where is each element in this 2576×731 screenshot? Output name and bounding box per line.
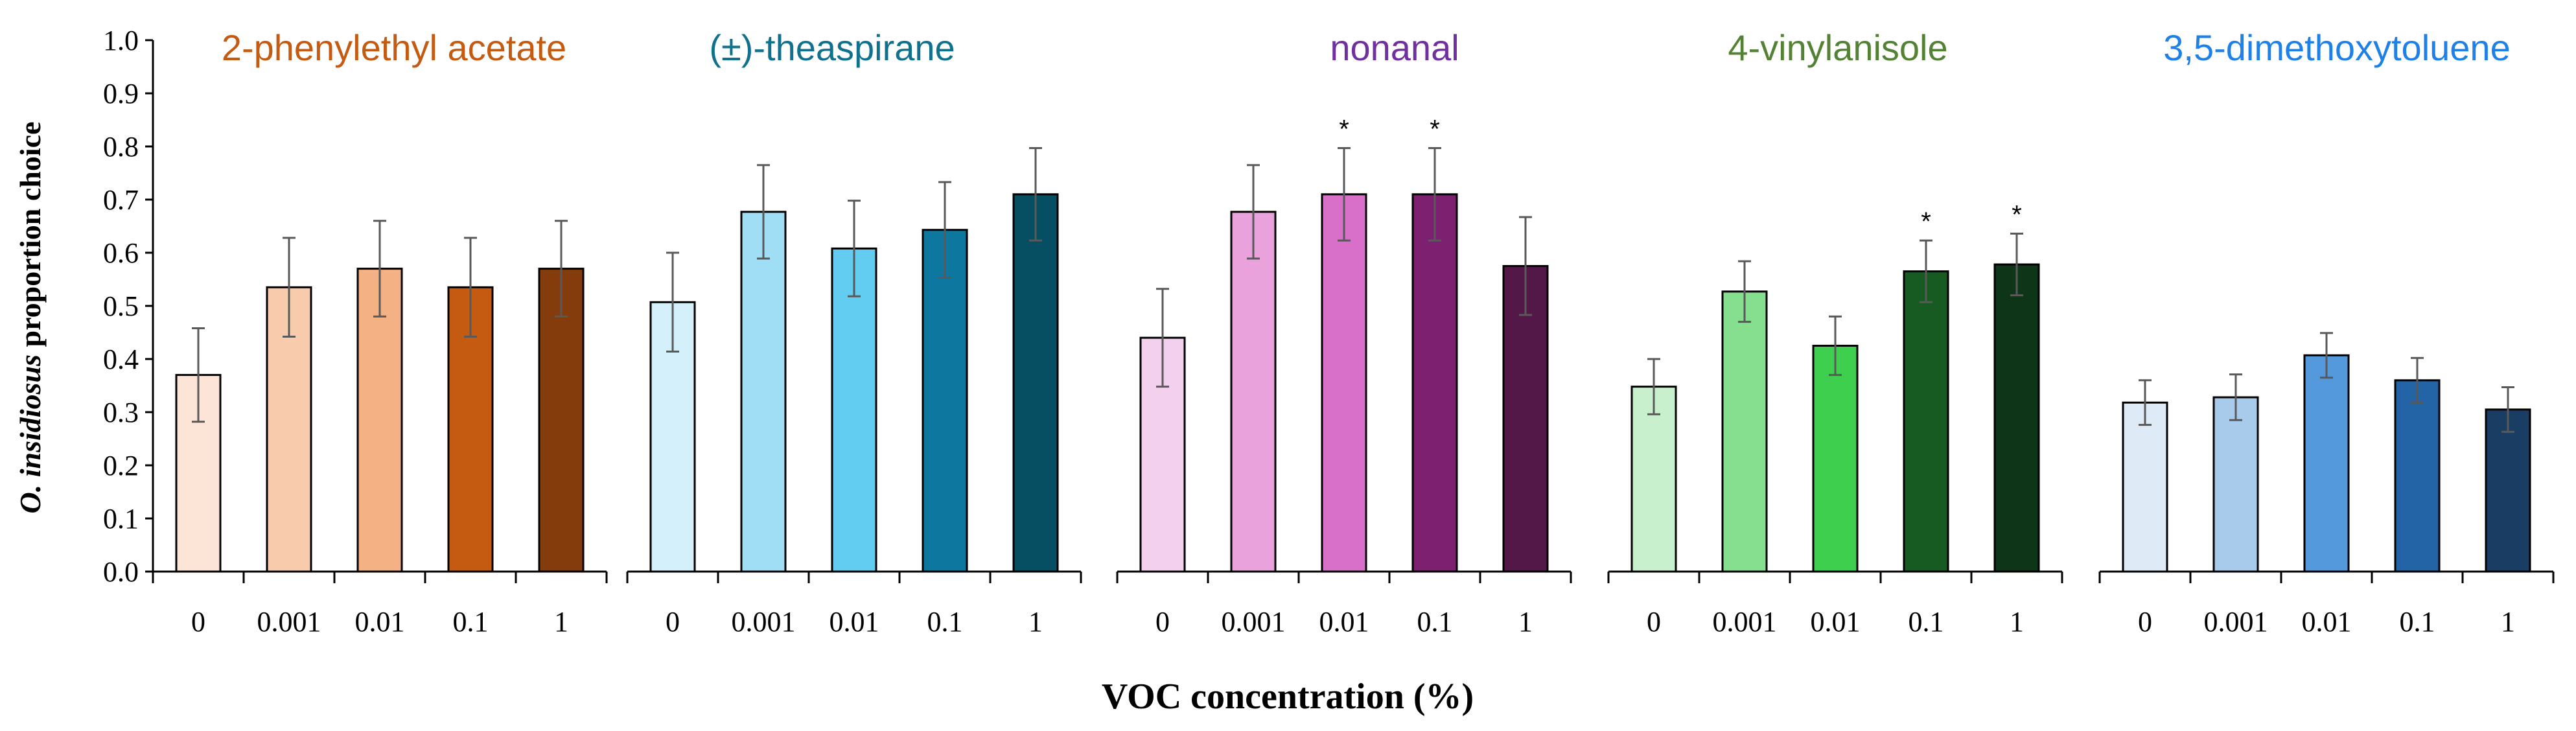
x-tick-label: 0 xyxy=(191,606,205,638)
panel-4: 4-vinylanisole 0 0.001 0.01 * 0.1 * 1 xyxy=(1607,27,2063,638)
bar xyxy=(2485,408,2531,573)
y-tick-label: 1.0 xyxy=(103,25,139,56)
panel-title: (±)-theaspirane xyxy=(709,27,955,68)
panel-title: nonanal xyxy=(1330,27,1459,68)
panel-1: 2-phenylethyl acetate 0 0.001 0.01 0.1 1 xyxy=(152,27,608,638)
panel-3: nonanal 0 0.001 * 0.01 * 0.1 1 xyxy=(1116,27,1572,638)
x-tick-label: 0 xyxy=(666,606,680,638)
x-tick-label: 0.001 xyxy=(2204,606,2268,638)
bar xyxy=(1012,193,1059,573)
panel-title: 2-phenylethyl acetate xyxy=(222,27,566,68)
y-tick-label: 0.7 xyxy=(103,184,139,216)
x-tick-label: 0.01 xyxy=(1319,606,1369,638)
x-tick-label: 0.01 xyxy=(2302,606,2352,638)
y-axis-label: O. insidiosus proportion choice xyxy=(14,122,47,514)
x-tick-label: 1 xyxy=(2010,606,2024,638)
bar xyxy=(1630,386,1677,573)
y-tick-label: 0.4 xyxy=(103,343,139,375)
y-tick-label: 0.5 xyxy=(103,290,139,322)
x-tick-label: 0.1 xyxy=(927,606,963,638)
y-axis: 0.0 0.1 0.2 0.3 0.4 0.5 0.6 0.7 0.8 0.9 1.0 xyxy=(103,25,154,588)
bar xyxy=(2212,396,2259,573)
x-tick-label: 0.001 xyxy=(732,606,796,638)
bar xyxy=(1903,270,1949,573)
x-tick-label: 0.1 xyxy=(453,606,489,638)
y-tick-label: 0.2 xyxy=(103,450,139,482)
bar xyxy=(1411,193,1458,573)
x-tick-label: 1 xyxy=(1028,606,1043,638)
x-tick-label: 1 xyxy=(554,606,568,638)
bar xyxy=(1721,290,1768,573)
x-tick-label: 1 xyxy=(2501,606,2515,638)
y-tick-label: 0.0 xyxy=(103,556,139,588)
x-axis-label: VOC concentration (%) xyxy=(1102,677,1474,717)
y-tick-label: 0.1 xyxy=(103,503,139,535)
bar xyxy=(922,229,968,573)
x-tick-label: 0.01 xyxy=(355,606,405,638)
significance-marker: * xyxy=(1430,115,1440,143)
y-axis-label-species: O. insidiosus xyxy=(14,354,47,513)
bar xyxy=(1230,211,1277,573)
bar xyxy=(1321,193,1367,573)
bar xyxy=(1812,345,1859,573)
x-tick-label: 0.1 xyxy=(2400,606,2435,638)
x-tick-label: 0 xyxy=(2138,606,2152,638)
x-tick-label: 0.01 xyxy=(830,606,879,638)
x-tick-label: 0.01 xyxy=(1811,606,1861,638)
x-tick-label: 0.001 xyxy=(257,606,321,638)
y-axis-label-text: proportion choice xyxy=(14,122,47,354)
x-tick-label: 0.1 xyxy=(1909,606,1944,638)
x-tick-label: 0.1 xyxy=(1417,606,1453,638)
y-tick-label: 0.3 xyxy=(103,397,139,428)
x-tick-label: 0.001 xyxy=(1222,606,1286,638)
y-tick-label: 0.8 xyxy=(103,131,139,163)
panel-2: (±)-theaspirane 0 0.001 0.01 0.1 1 xyxy=(626,27,1082,638)
bar xyxy=(2122,401,2168,573)
bar xyxy=(1993,263,2040,573)
x-tick-label: 1 xyxy=(1518,606,1533,638)
y-tick-label: 0.9 xyxy=(103,78,139,110)
significance-marker: * xyxy=(2012,200,2022,229)
x-tick-label: 0.001 xyxy=(1713,606,1777,638)
x-tick-label: 0 xyxy=(1155,606,1170,638)
bar xyxy=(356,268,403,573)
panel-title: 4-vinylanisole xyxy=(1728,27,1947,68)
significance-marker: * xyxy=(1921,207,1931,236)
panel-5: 3,5-dimethoxytoluene 0 0.001 0.01 0.1 1 xyxy=(2098,27,2555,638)
bar xyxy=(2303,354,2350,573)
bar xyxy=(2394,379,2441,573)
significance-marker: * xyxy=(1339,115,1349,143)
bar xyxy=(740,211,787,573)
x-tick-label: 0 xyxy=(1647,606,1661,638)
panel-title: 3,5-dimethoxytoluene xyxy=(2163,27,2510,68)
y-tick-label: 0.6 xyxy=(103,237,139,269)
